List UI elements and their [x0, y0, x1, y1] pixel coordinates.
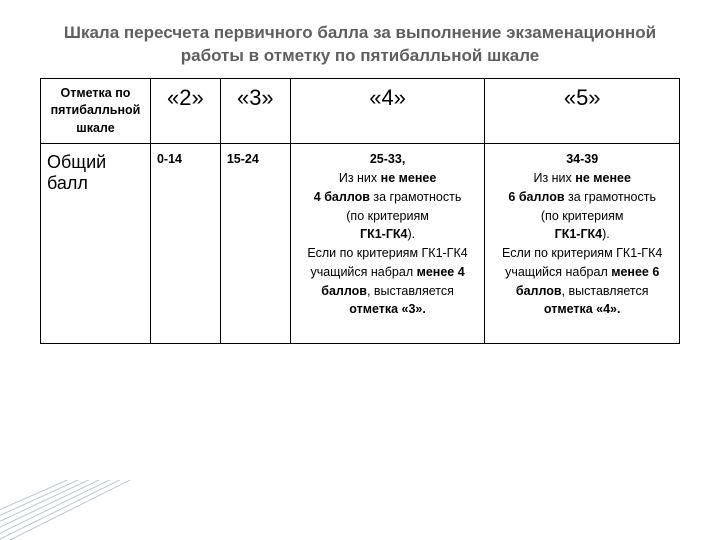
c5-l3: (по критериям: [541, 209, 624, 223]
cell-grade-4: 25-33, Из них не менее 4 баллов за грамо…: [290, 144, 485, 344]
c5-l4b: ГК1-ГК4: [555, 227, 603, 241]
c4-l5c: , выставляется: [367, 284, 454, 298]
c5-l5c: , выставляется: [562, 284, 649, 298]
c4-l2b: 4 баллов: [314, 190, 370, 204]
grade-4: «4»: [290, 78, 485, 144]
c5-l4a: ).: [602, 227, 610, 241]
c5-range: 34-39: [566, 152, 598, 166]
c4-l1b: не менее: [381, 171, 437, 185]
c5-l1a: Из них: [533, 171, 575, 185]
c5-l2a: за грамотность: [565, 190, 656, 204]
table-header-row: Отметка по пятибалльной шкале «2» «3» «4…: [41, 78, 680, 144]
grade-3: «3»: [220, 78, 290, 144]
cell-grade-2: 0-14: [150, 144, 220, 344]
c4-l5d: отметка «3».: [349, 302, 426, 316]
cell-grade-3: 15-24: [220, 144, 290, 344]
row-label: Общий балл: [41, 144, 151, 344]
c4-l4a: ).: [408, 227, 416, 241]
page-title: Шкала пересчета первичного балла за выпо…: [0, 0, 720, 78]
c5-l5d: отметка «4».: [544, 302, 621, 316]
corner-decoration: [0, 480, 140, 540]
c4-l1a: Из них: [339, 171, 381, 185]
header-label: Отметка по пятибалльной шкале: [41, 78, 151, 144]
grade-2: «2»: [150, 78, 220, 144]
c5-l2b: 6 баллов: [508, 190, 564, 204]
c4-l3: (по критериям: [346, 209, 429, 223]
grade-5: «5»: [485, 78, 680, 144]
c4-range: 25-33,: [370, 152, 405, 166]
table-data-row: Общий балл 0-14 15-24 25-33, Из них не м…: [41, 144, 680, 344]
cell-grade-5: 34-39 Из них не менее 6 баллов за грамот…: [485, 144, 680, 344]
corner-lines-icon: [0, 480, 140, 540]
c5-l1b: не менее: [575, 171, 631, 185]
c4-l2a: за грамотность: [370, 190, 461, 204]
score-table: Отметка по пятибалльной шкале «2» «3» «4…: [40, 78, 680, 344]
c4-l4b: ГК1-ГК4: [360, 227, 408, 241]
